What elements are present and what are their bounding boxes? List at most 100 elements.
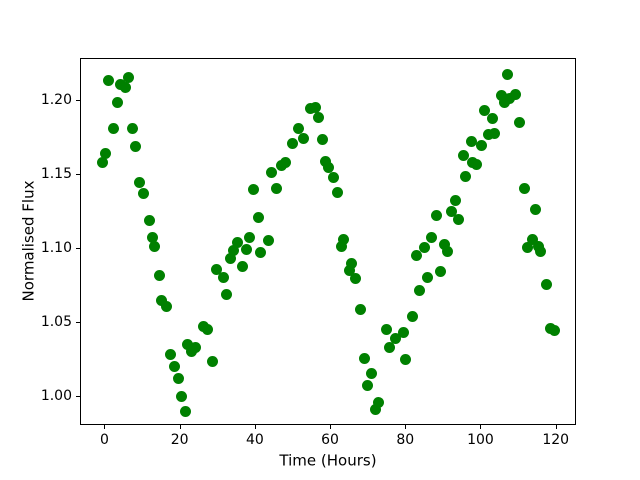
scatter-point — [366, 367, 378, 379]
x-tick-label: 120 — [542, 432, 570, 448]
scatter-point — [418, 242, 430, 254]
scatter-point — [271, 183, 283, 195]
scatter-point — [442, 246, 454, 258]
plot-area — [80, 58, 576, 425]
scatter-point — [217, 271, 229, 283]
scatter-point — [241, 244, 253, 256]
scatter-point — [173, 372, 185, 384]
x-tick-mark — [179, 425, 181, 429]
scatter-point — [434, 265, 446, 277]
x-tick-label: 40 — [245, 432, 264, 448]
scatter-point — [262, 234, 274, 246]
scatter-point — [255, 247, 267, 259]
scatter-point — [266, 167, 278, 179]
scatter-point — [478, 105, 490, 117]
scatter-point — [211, 264, 223, 276]
scatter-point — [499, 97, 511, 109]
scatter-point — [160, 300, 172, 312]
y-tick-mark — [76, 100, 80, 102]
scatter-point — [280, 157, 292, 169]
scatter-point — [489, 127, 501, 139]
scatter-point — [286, 138, 298, 150]
scatter-point — [207, 355, 219, 367]
scatter-point — [407, 310, 419, 322]
scatter-point — [108, 123, 120, 135]
scatter-point — [149, 241, 161, 253]
scatter-point — [362, 380, 374, 392]
scatter-point — [541, 278, 553, 290]
scatter-point — [338, 233, 350, 245]
scatter-point — [327, 171, 339, 183]
scatter-point — [458, 150, 470, 162]
scatter-point — [130, 140, 142, 152]
x-tick-label: 80 — [396, 432, 415, 448]
x-tick-mark — [405, 425, 407, 429]
scatter-point — [381, 323, 393, 335]
scatter-point — [518, 183, 530, 195]
scatter-point — [316, 134, 328, 146]
scatter-point — [373, 397, 385, 408]
x-tick-mark — [254, 425, 256, 429]
x-tick-mark — [555, 425, 557, 429]
y-tick-label: 1.20 — [40, 92, 72, 109]
scatter-point — [503, 93, 515, 105]
scatter-point — [482, 128, 494, 140]
scatter-point — [133, 177, 145, 189]
scatter-point — [310, 102, 322, 114]
scatter-point — [425, 231, 437, 243]
scatter-point — [389, 332, 401, 344]
scatter-point — [487, 113, 499, 125]
scatter-point — [236, 261, 248, 273]
scatter-point — [445, 205, 457, 217]
scatter-point — [495, 89, 507, 101]
scatter-point — [100, 147, 112, 159]
scatter-point — [422, 271, 434, 283]
scatter-point — [521, 242, 533, 254]
scatter-point — [471, 159, 483, 171]
x-tick-mark — [330, 425, 332, 429]
scatter-point — [228, 244, 240, 256]
scatter-point — [513, 116, 525, 128]
scatter-point — [411, 250, 423, 262]
scatter-point — [430, 209, 442, 221]
scatter-point — [153, 270, 165, 282]
scatter-point — [509, 88, 521, 100]
x-tick-label: 20 — [170, 432, 189, 448]
scatter-point — [526, 233, 538, 245]
scatter-point — [96, 157, 108, 169]
scatter-point — [336, 241, 348, 253]
scatter-point — [175, 391, 187, 403]
scatter-point — [465, 135, 477, 147]
scatter-point — [453, 214, 465, 226]
scatter-point — [414, 284, 426, 296]
scatter-point — [122, 72, 134, 84]
x-tick-mark — [104, 425, 106, 429]
x-axis-label: Time (Hours) — [279, 451, 377, 470]
y-tick-label: 1.00 — [40, 388, 72, 405]
scatter-point — [312, 111, 324, 123]
x-tick-label: 0 — [99, 432, 109, 448]
scatter-point — [293, 122, 305, 134]
scatter-point — [127, 123, 139, 135]
scatter-point — [323, 162, 335, 174]
y-tick-mark — [76, 396, 80, 398]
scatter-point — [164, 349, 176, 361]
scatter-point — [252, 212, 264, 224]
scatter-point — [369, 403, 381, 415]
scatter-point — [400, 354, 412, 366]
scatter-point — [459, 170, 471, 182]
y-tick-label: 1.05 — [40, 314, 72, 331]
scatter-point — [343, 265, 355, 277]
scatter-point — [383, 342, 395, 354]
scatter-point — [549, 325, 561, 337]
scatter-point — [529, 203, 541, 215]
scatter-point — [119, 82, 131, 94]
scatter-point — [535, 246, 547, 258]
scatter-point — [332, 187, 344, 199]
y-tick-label: 1.15 — [40, 166, 72, 183]
scatter-point — [439, 239, 451, 251]
scatter-point — [147, 232, 159, 243]
scatter-point — [190, 341, 202, 353]
scatter-point — [180, 406, 192, 418]
